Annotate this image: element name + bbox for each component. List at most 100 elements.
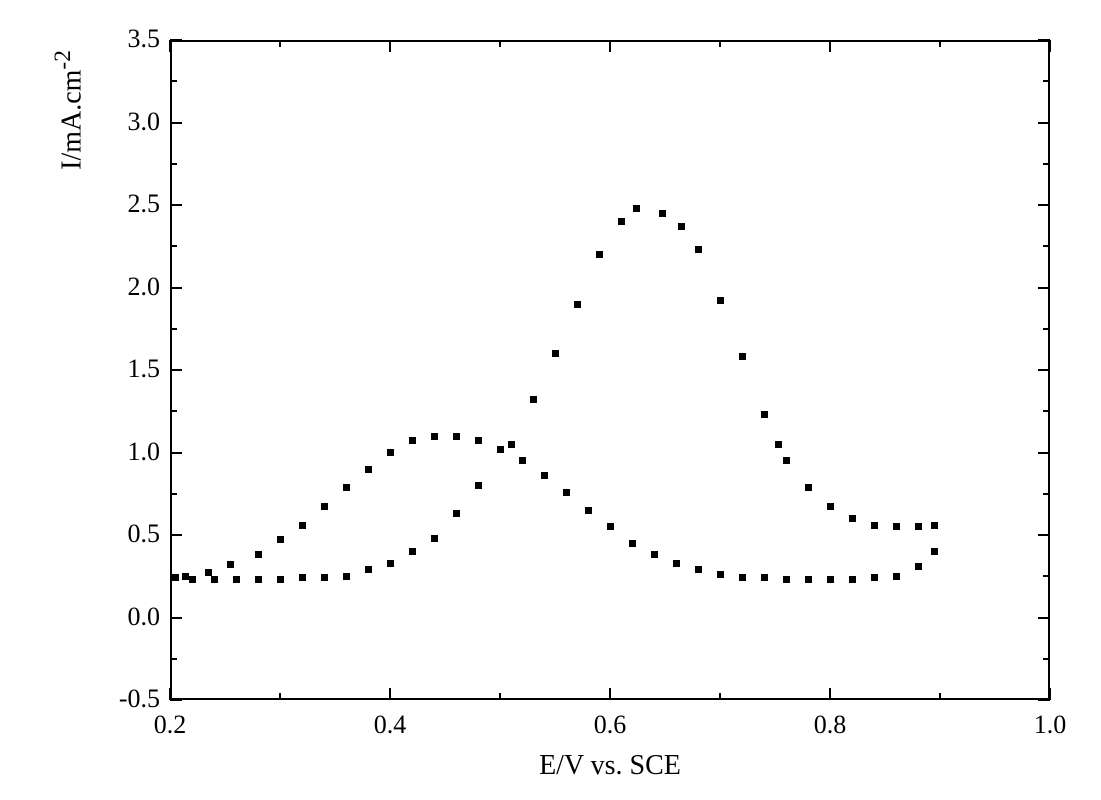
y-major-tick-right	[1038, 617, 1050, 619]
x-minor-tick-top	[279, 40, 281, 47]
x-tick-label: 1.0	[1025, 710, 1075, 740]
data-point	[931, 548, 938, 555]
data-point	[871, 522, 878, 529]
y-minor-tick	[170, 493, 177, 495]
data-point	[233, 576, 240, 583]
data-point	[387, 449, 394, 456]
data-point	[255, 576, 262, 583]
x-major-tick	[829, 688, 831, 700]
plot-area	[170, 40, 1050, 700]
data-point	[585, 507, 592, 514]
data-point	[365, 466, 372, 473]
data-point	[739, 574, 746, 581]
data-point	[431, 433, 438, 440]
y-minor-tick	[170, 163, 177, 165]
data-point	[717, 297, 724, 304]
data-point	[673, 560, 680, 567]
data-point	[277, 536, 284, 543]
data-point	[574, 301, 581, 308]
data-point	[849, 576, 856, 583]
data-point	[761, 411, 768, 418]
y-major-tick-right	[1038, 204, 1050, 206]
data-point	[343, 484, 350, 491]
y-major-tick-right	[1038, 287, 1050, 289]
y-major-tick-right	[1038, 122, 1050, 124]
y-tick-label: 1.0	[100, 437, 160, 467]
data-point	[453, 433, 460, 440]
y-minor-tick-right	[1043, 328, 1050, 330]
data-point	[607, 523, 614, 530]
data-point	[915, 523, 922, 530]
y-major-tick-right	[1038, 369, 1050, 371]
x-major-tick	[609, 688, 611, 700]
y-minor-tick	[170, 80, 177, 82]
data-point	[299, 574, 306, 581]
y-tick-label: 3.5	[100, 24, 160, 54]
y-major-tick	[170, 122, 182, 124]
data-point	[629, 540, 636, 547]
data-point	[678, 223, 685, 230]
data-point	[596, 251, 603, 258]
x-major-tick-top	[1049, 40, 1051, 52]
data-point	[409, 548, 416, 555]
data-point	[409, 437, 416, 444]
y-minor-tick-right	[1043, 410, 1050, 412]
data-point	[475, 482, 482, 489]
data-point	[321, 574, 328, 581]
y-minor-tick	[170, 328, 177, 330]
data-point	[871, 574, 878, 581]
data-point	[453, 510, 460, 517]
data-point	[783, 457, 790, 464]
data-point	[659, 210, 666, 217]
x-minor-tick	[719, 693, 721, 700]
data-point	[541, 472, 548, 479]
x-tick-label: 0.8	[805, 710, 855, 740]
y-tick-label: -0.5	[100, 684, 160, 714]
y-minor-tick	[170, 410, 177, 412]
data-point	[497, 446, 504, 453]
y-tick-label: 0.0	[100, 602, 160, 632]
data-point	[530, 396, 537, 403]
data-point	[365, 566, 372, 573]
x-axis-label: E/V vs. SCE	[170, 750, 1050, 782]
data-point	[277, 576, 284, 583]
y-minor-tick	[170, 245, 177, 247]
data-point	[475, 437, 482, 444]
data-point	[775, 441, 782, 448]
data-point	[618, 218, 625, 225]
y-major-tick	[170, 452, 182, 454]
data-point	[172, 574, 179, 581]
y-minor-tick-right	[1043, 245, 1050, 247]
data-point	[717, 571, 724, 578]
x-tick-label: 0.2	[145, 710, 195, 740]
data-point	[508, 441, 515, 448]
data-point	[695, 566, 702, 573]
x-minor-tick	[939, 693, 941, 700]
y-minor-tick-right	[1043, 493, 1050, 495]
x-major-tick-top	[609, 40, 611, 52]
x-major-tick-top	[389, 40, 391, 52]
y-minor-tick	[170, 658, 177, 660]
x-minor-tick	[279, 693, 281, 700]
y-minor-tick-right	[1043, 163, 1050, 165]
data-point	[651, 551, 658, 558]
data-point	[189, 576, 196, 583]
x-minor-tick-top	[499, 40, 501, 47]
data-point	[255, 551, 262, 558]
y-major-tick-right	[1038, 452, 1050, 454]
y-minor-tick-right	[1043, 80, 1050, 82]
x-minor-tick	[499, 693, 501, 700]
data-point	[552, 350, 559, 357]
data-point	[739, 353, 746, 360]
y-tick-label: 0.5	[100, 519, 160, 549]
y-major-tick	[170, 369, 182, 371]
data-point	[931, 522, 938, 529]
y-tick-label: 1.5	[100, 354, 160, 384]
x-major-tick-top	[169, 40, 171, 52]
x-minor-tick-top	[719, 40, 721, 47]
data-point	[805, 576, 812, 583]
data-point	[387, 560, 394, 567]
data-point	[431, 535, 438, 542]
y-major-tick-right	[1038, 699, 1050, 701]
y-axis-label: I/mA.cm-2	[50, 0, 88, 440]
